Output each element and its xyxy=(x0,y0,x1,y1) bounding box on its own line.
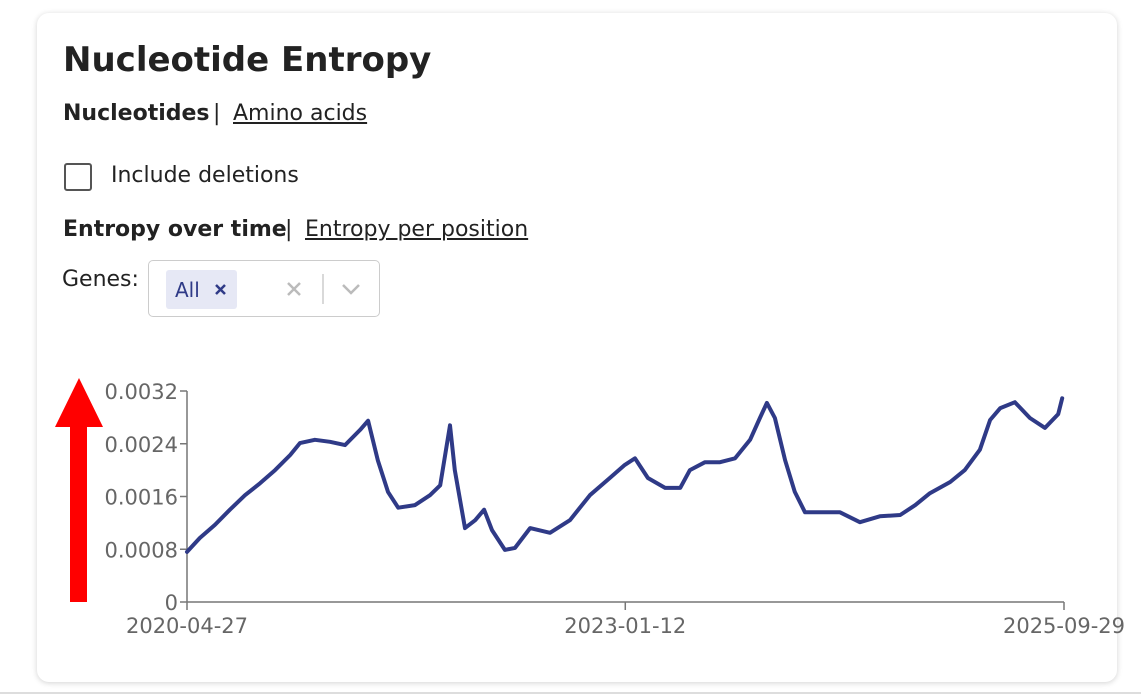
line-series xyxy=(185,396,1065,554)
tab-link[interactable]: Amino acids xyxy=(233,101,368,126)
x-tick-label: 2023-01-12 xyxy=(564,614,686,638)
tab-separator: | xyxy=(285,217,293,242)
x-tick-label: 2020-04-27 xyxy=(126,614,248,638)
chart: 0 0.0008 0.0016 0.0024 0.0032 2020-04-27 2023-… xyxy=(105,380,1126,638)
gene-chip[interactable] xyxy=(166,270,237,309)
gene-chip-label: All xyxy=(175,278,200,302)
tab-active[interactable]: Nucleotides xyxy=(63,101,210,126)
genes-select[interactable] xyxy=(148,260,380,317)
x-tick-label: 2025-09-29 xyxy=(1003,614,1125,638)
tab-separator: | xyxy=(213,101,221,126)
clear-icon[interactable] xyxy=(287,282,301,296)
chip-remove-icon[interactable] xyxy=(215,284,226,295)
dropdown-icon[interactable] xyxy=(342,284,360,295)
annotation-arrow xyxy=(55,378,103,602)
checkbox[interactable] xyxy=(64,163,92,191)
y-tick-label: 0.0016 xyxy=(105,486,178,510)
y-tick-label: 0.0008 xyxy=(105,538,178,562)
entropy-card xyxy=(37,13,1117,682)
y-tick-label: 0.0024 xyxy=(105,433,178,457)
genes-label: Genes: xyxy=(62,267,139,292)
tab-active[interactable]: Entropy over time xyxy=(63,217,287,242)
tab-link[interactable]: Entropy per position xyxy=(305,217,529,242)
card-title: Nucleotide Entropy xyxy=(63,40,432,80)
y-tick-label: 0.0032 xyxy=(105,380,178,404)
checkbox-label[interactable]: Include deletions xyxy=(111,163,299,188)
y-tick-label: 0 xyxy=(165,591,178,615)
